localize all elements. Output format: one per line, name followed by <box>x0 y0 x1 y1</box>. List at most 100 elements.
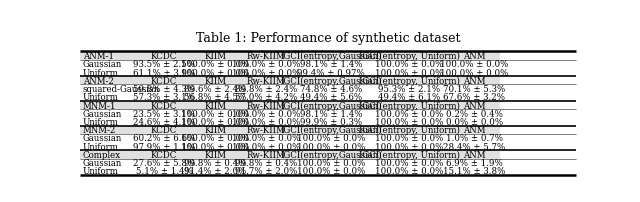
Bar <box>80 167 138 175</box>
Bar <box>370 118 449 126</box>
Bar <box>80 126 138 134</box>
Bar <box>189 60 241 69</box>
Bar <box>138 118 189 126</box>
Bar <box>241 150 292 159</box>
Text: Gaussian: Gaussian <box>83 134 122 143</box>
Text: 89.8% ± 2.4%: 89.8% ± 2.4% <box>235 85 298 94</box>
Text: 100.0% ± 0.0%: 100.0% ± 0.0% <box>375 158 444 167</box>
Text: 56.8% ± 4.5%: 56.8% ± 4.5% <box>184 93 246 102</box>
Text: 98.1% ± 1.4%: 98.1% ± 1.4% <box>300 109 362 118</box>
Bar <box>292 85 370 93</box>
Text: 100.0% ± 0.0%: 100.0% ± 0.0% <box>232 68 300 77</box>
Text: ANM-1: ANM-1 <box>83 52 114 61</box>
Text: 97.9% ± 1.1%: 97.9% ± 1.1% <box>133 142 195 151</box>
Text: IGCI(entropy, Uniform): IGCI(entropy, Uniform) <box>359 76 460 85</box>
Text: KCDC: KCDC <box>151 52 177 61</box>
Bar <box>189 93 241 101</box>
Text: 100.0% ± 0.0%: 100.0% ± 0.0% <box>375 68 444 77</box>
Bar <box>80 77 138 85</box>
Bar <box>241 77 292 85</box>
Text: ANM-2: ANM-2 <box>83 76 114 85</box>
Text: Gaussian: Gaussian <box>83 109 122 118</box>
Bar <box>449 85 500 93</box>
Bar <box>449 101 500 109</box>
Text: 5.1% ± 1.4%: 5.1% ± 1.4% <box>136 166 193 176</box>
Text: 100.0% ± 0.0%: 100.0% ± 0.0% <box>232 60 300 69</box>
Text: 99.8% ± 0.4%: 99.8% ± 0.4% <box>184 158 246 167</box>
Text: 100.0% ± 0.0%: 100.0% ± 0.0% <box>232 109 300 118</box>
Text: 57.3% ± 3.1%: 57.3% ± 3.1% <box>133 93 195 102</box>
Text: 100.0% ± 0.0%: 100.0% ± 0.0% <box>375 134 444 143</box>
Bar <box>189 109 241 118</box>
Text: MNM-2: MNM-2 <box>83 126 116 135</box>
Text: 99.4% ± 0.97%: 99.4% ± 0.97% <box>297 68 365 77</box>
Bar <box>370 60 449 69</box>
Text: Uniform: Uniform <box>83 142 119 151</box>
Bar <box>189 126 241 134</box>
Bar <box>292 93 370 101</box>
Text: 100.0% ± 0.0%: 100.0% ± 0.0% <box>181 117 250 126</box>
Bar <box>189 77 241 85</box>
Bar <box>189 167 241 175</box>
Bar <box>138 85 189 93</box>
Bar <box>241 167 292 175</box>
Bar <box>370 142 449 150</box>
Text: KCDC: KCDC <box>151 76 177 85</box>
Bar <box>449 159 500 167</box>
Bar <box>80 52 138 60</box>
Bar <box>189 118 241 126</box>
Bar <box>241 85 292 93</box>
Text: Rw-KIIM: Rw-KIIM <box>247 101 285 110</box>
Bar <box>189 101 241 109</box>
Text: IGCI(entropy,Gaussian): IGCI(entropy,Gaussian) <box>280 52 382 61</box>
Text: IGCI(entropy,Gaussian): IGCI(entropy,Gaussian) <box>280 125 382 135</box>
Text: 100.0% ± 0.0%: 100.0% ± 0.0% <box>375 109 444 118</box>
Text: 93.5% ± 2.5%: 93.5% ± 2.5% <box>133 60 195 69</box>
Bar <box>449 134 500 142</box>
Text: 60.2% ± 6.6%: 60.2% ± 6.6% <box>133 134 195 143</box>
Bar <box>292 142 370 150</box>
Text: ANM: ANM <box>463 150 485 159</box>
Bar <box>370 69 449 77</box>
Text: 100.0% ± 0.0%: 100.0% ± 0.0% <box>297 142 365 151</box>
Bar <box>370 109 449 118</box>
Text: IGCI(entropy,Gaussian): IGCI(entropy,Gaussian) <box>280 76 382 85</box>
Text: Table 1: Performance of synthetic dataset: Table 1: Performance of synthetic datase… <box>196 32 460 45</box>
Bar <box>370 150 449 159</box>
Text: 24.6% ± 4.1%: 24.6% ± 4.1% <box>133 117 195 126</box>
Text: 99.8% ± 0.4%: 99.8% ± 0.4% <box>235 158 298 167</box>
Text: 59.8% ± 4.3%: 59.8% ± 4.3% <box>133 85 195 94</box>
Text: 91.7% ± 2.0%: 91.7% ± 2.0% <box>235 166 298 176</box>
Text: Rw-KIIM: Rw-KIIM <box>247 126 285 135</box>
Bar <box>449 60 500 69</box>
Bar <box>241 109 292 118</box>
Text: Rw-KIIM: Rw-KIIM <box>247 52 285 61</box>
Bar <box>189 159 241 167</box>
Bar <box>370 77 449 85</box>
Bar <box>449 142 500 150</box>
Text: 57.0% ± 4.2%: 57.0% ± 4.2% <box>235 93 298 102</box>
Text: 74.8% ± 4.6%: 74.8% ± 4.6% <box>300 85 362 94</box>
Text: 100.0% ± 0.0%: 100.0% ± 0.0% <box>232 142 300 151</box>
Text: ANM: ANM <box>463 76 485 85</box>
Text: 70.1% ± 5.3%: 70.1% ± 5.3% <box>443 85 505 94</box>
Text: Uniform: Uniform <box>83 68 119 77</box>
Bar <box>292 118 370 126</box>
Text: 61.1% ± 3.9%: 61.1% ± 3.9% <box>133 68 195 77</box>
Text: 67.6% ± 3.2%: 67.6% ± 3.2% <box>443 93 505 102</box>
Text: 100.0% ± 0.0%: 100.0% ± 0.0% <box>181 109 250 118</box>
Bar <box>80 142 138 150</box>
Bar <box>189 150 241 159</box>
Bar <box>189 52 241 60</box>
Bar <box>80 109 138 118</box>
Text: KIIM: KIIM <box>204 101 226 110</box>
Text: 89.6% ± 2.4%: 89.6% ± 2.4% <box>184 85 246 94</box>
Text: IGCI(entropy, Uniform): IGCI(entropy, Uniform) <box>359 101 460 110</box>
Bar <box>138 109 189 118</box>
Text: IGCI(entropy, Uniform): IGCI(entropy, Uniform) <box>359 52 460 61</box>
Text: KIIM: KIIM <box>204 76 226 85</box>
Bar <box>449 93 500 101</box>
Bar <box>449 118 500 126</box>
Bar <box>138 52 189 60</box>
Text: Uniform: Uniform <box>83 166 119 176</box>
